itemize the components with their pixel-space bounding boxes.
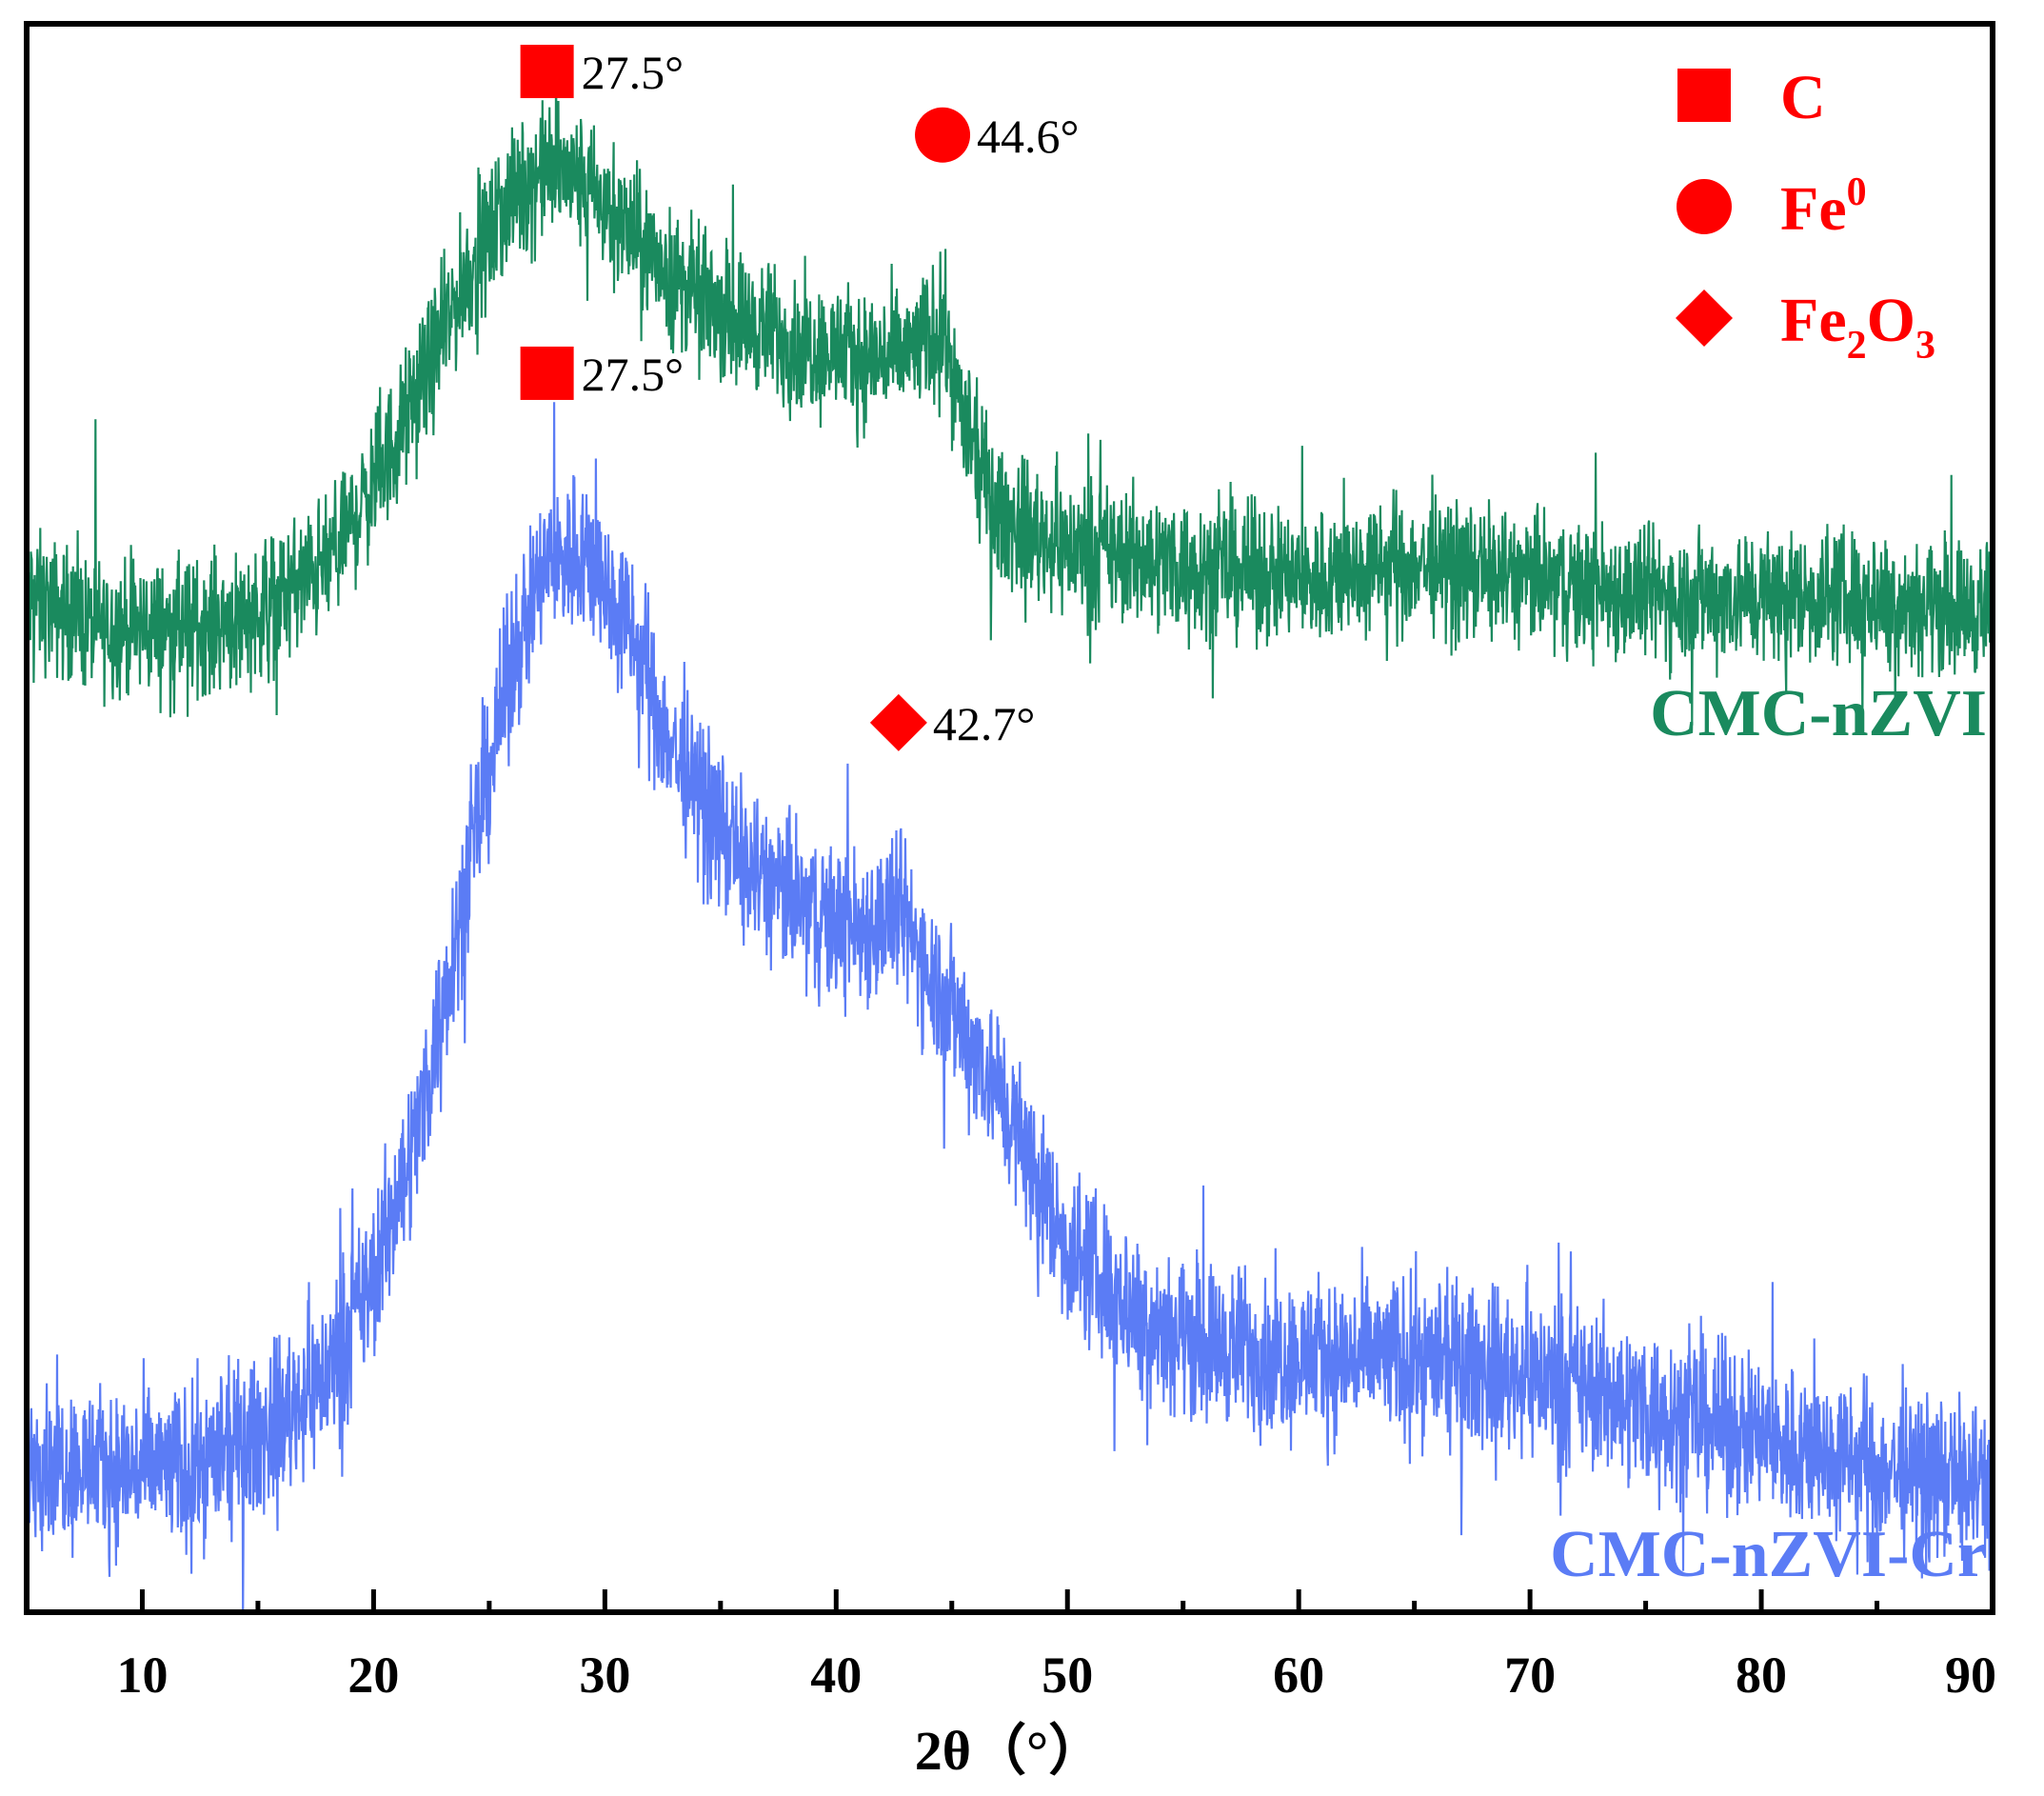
legend-marker-diamond: [1676, 289, 1733, 347]
peak-label: 42.7°: [933, 697, 1035, 750]
legend-label: Fe0: [1780, 170, 1867, 244]
peak-marker-square: [520, 346, 574, 400]
legend-marker-circle: [1677, 179, 1732, 234]
x-tick-label: 80: [1736, 1646, 1787, 1704]
peak-label: 27.5°: [582, 46, 685, 99]
peak-label: 27.5°: [582, 348, 685, 401]
x-tick-label: 20: [347, 1646, 399, 1704]
x-tick-label: 60: [1273, 1646, 1324, 1704]
x-tick-label: 10: [116, 1646, 168, 1704]
series-label: CMC-nZVI: [1650, 677, 1987, 750]
peak-annotations: 27.5° 44.6° 27.5° 42.7°: [520, 45, 1080, 751]
series-labels: CMC-nZVI CMC-nZVI-Cr: [1550, 677, 1987, 1591]
peak-marker-circle: [915, 107, 971, 163]
legend: C Fe0 Fe2O3: [1676, 63, 1935, 368]
plot-frame: [24, 21, 1995, 1615]
series-line-cmc-nzvi: [25, 55, 1994, 732]
peak-label: 44.6°: [977, 110, 1080, 163]
x-tick-label: 50: [1042, 1646, 1093, 1704]
x-tick-label: 40: [810, 1646, 862, 1704]
series-label: CMC-nZVI-Cr: [1550, 1518, 1987, 1591]
x-tick-label: 90: [1945, 1646, 1996, 1704]
peak-marker-diamond: [869, 693, 927, 751]
x-axis-ticks: 10 20 30 40 50 60 70 80 90: [24, 1589, 1996, 1704]
legend-label: Fe2O3: [1780, 286, 1935, 368]
curves-layer: [25, 55, 1994, 1616]
legend-marker-square: [1677, 69, 1731, 122]
peak-marker-square: [520, 45, 574, 99]
x-axis-title: 2θ（°）: [915, 1720, 1103, 1782]
x-tick-label: 30: [579, 1646, 630, 1704]
x-tick-label: 70: [1504, 1646, 1556, 1704]
series-line-cmc-nzvi-cr: [25, 402, 1994, 1616]
legend-label: C: [1780, 63, 1826, 132]
